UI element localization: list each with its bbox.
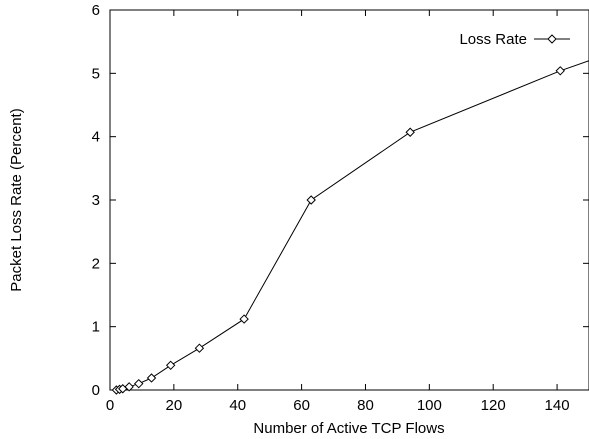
y-tick-label: 1 <box>92 319 100 336</box>
data-point-marker <box>555 66 565 76</box>
x-tick-label: 0 <box>106 397 114 414</box>
y-tick-label: 3 <box>92 192 100 209</box>
data-point-marker <box>146 373 157 383</box>
y-tick-label: 6 <box>92 2 100 19</box>
series-line-loss-rate <box>116 60 589 391</box>
data-point-marker <box>306 195 316 205</box>
x-tick-label: 40 <box>229 397 246 414</box>
y-tick-label: 0 <box>92 382 100 399</box>
data-point-marker <box>194 343 205 353</box>
x-tick-label: 140 <box>545 397 570 414</box>
x-tick-label: 100 <box>417 397 442 414</box>
x-axis-title: Number of Active TCP Flows <box>253 420 444 437</box>
axis-ticks: 0 20 40 60 80 100 120 140 0 1 2 3 4 5 6 <box>92 2 589 414</box>
x-tick-label: 80 <box>357 397 374 414</box>
x-tick-label: 20 <box>166 397 183 414</box>
x-tick-label: 60 <box>293 397 310 414</box>
legend-label: Loss Rate <box>459 31 527 48</box>
data-point-marker <box>124 382 134 392</box>
data-point-marker <box>134 378 144 389</box>
data-point-marker <box>165 360 176 371</box>
legend: Loss Rate <box>459 31 570 48</box>
y-tick-label: 5 <box>92 65 100 82</box>
data-point-marker <box>405 127 415 137</box>
y-axis-title: Packet Loss Rate (Percent) <box>8 108 25 291</box>
x-tick-label: 120 <box>481 397 506 414</box>
plot-layer <box>109 9 589 391</box>
legend-marker-sample <box>547 34 557 44</box>
y-tick-label: 2 <box>92 255 100 272</box>
series-layer <box>111 60 589 395</box>
y-tick-label: 4 <box>92 129 100 146</box>
data-point-marker <box>239 314 249 324</box>
plot-frame <box>109 9 589 391</box>
